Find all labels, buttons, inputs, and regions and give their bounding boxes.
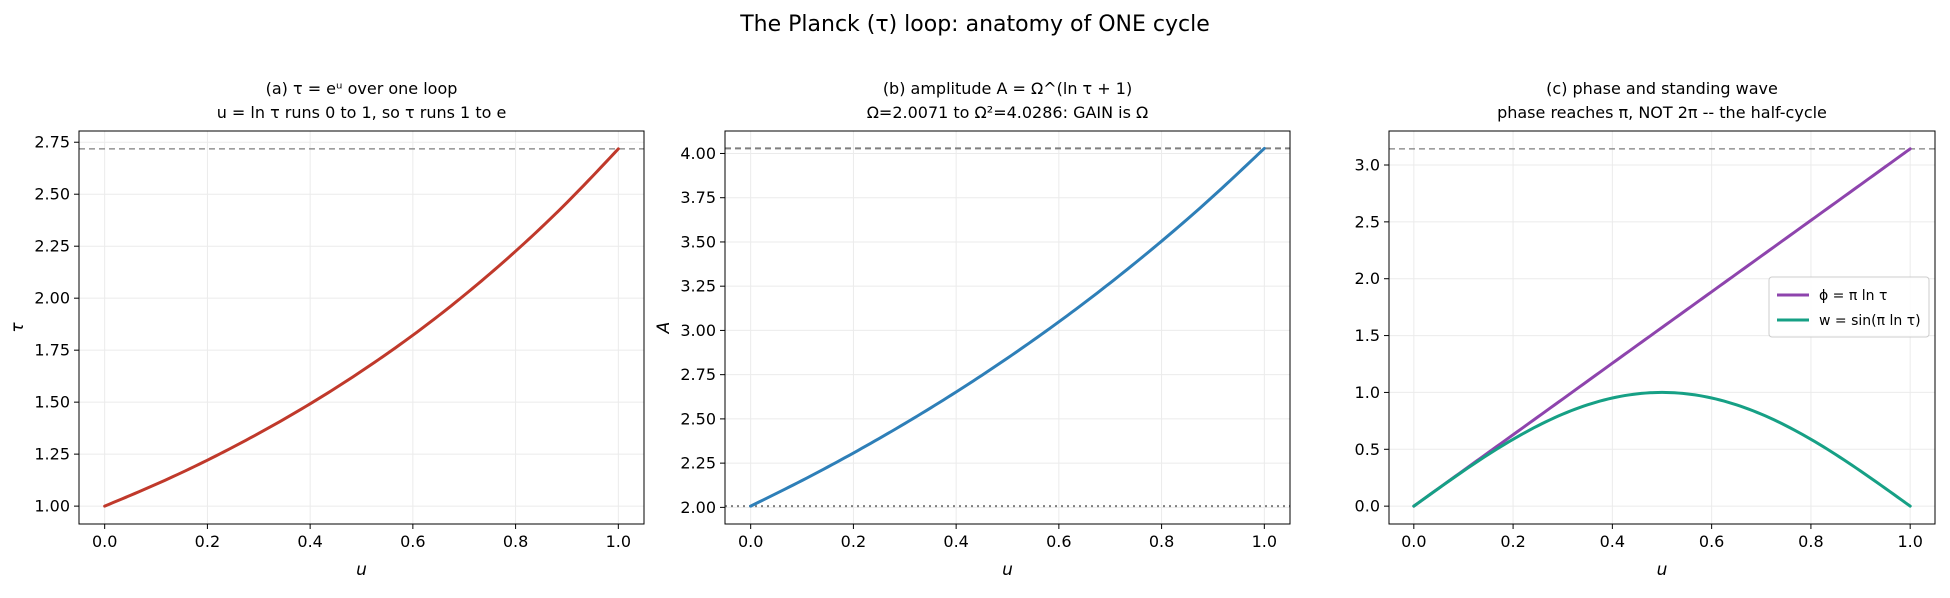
panel-c-y-tick-label: 1.0: [1355, 383, 1380, 402]
panel-a-grid: [79, 131, 644, 524]
panel-a-frame: [78, 130, 645, 525]
panel-c-y-tick-label: 0.0: [1355, 497, 1380, 516]
legend-label-w: w = sin(π ln τ): [1819, 313, 1921, 329]
panel-a-y-tick-label: 2.00: [34, 289, 70, 308]
panel-a-y-tick-label: 1.25: [34, 445, 70, 464]
panel-b-reference-lines: [725, 147, 1290, 508]
panel-c-x-axis-label: u: [1657, 560, 1668, 580]
panel-b-grid: [725, 131, 1290, 524]
panel-b-y-tick-label: 2.50: [680, 409, 716, 428]
panel-b-y-tick-label: 3.75: [680, 188, 716, 207]
panel-c-x-tick-label: 0.2: [1500, 532, 1525, 551]
panel-c-title-line2: phase reaches π, NOT 2π -- the half-cycl…: [1497, 103, 1827, 122]
panel-a-y-tick-label: 1.75: [34, 341, 70, 360]
panel-c-y-tick-label: 3.0: [1355, 156, 1380, 175]
panel-a-tau-curve: [103, 147, 620, 508]
panel-a-x-tick-label: 0.4: [297, 532, 322, 551]
panel-c-legend: ϕ = π ln τ w = sin(π ln τ): [1768, 276, 1930, 338]
panel-a-y-axis-label: τ: [8, 322, 28, 333]
panel-b-y-tick-label: 3.25: [680, 277, 716, 296]
panel-a-x-tick-label: 1.0: [606, 532, 631, 551]
panel-b-title-line1: (b) amplitude A = Ω^(ln τ + 1): [883, 79, 1132, 98]
panel-c-x-tick-label: 0.0: [1401, 532, 1426, 551]
panel-a-x-tick-label: 0.6: [400, 532, 425, 551]
panel-c-wave-curve: [1412, 390, 1912, 508]
panel-b-x-tick-label: 0.2: [841, 532, 866, 551]
panel-a-x-tick-label: 0.2: [195, 532, 220, 551]
panel-b-title-line2: Ω=2.0071 to Ω²=4.0286: GAIN is Ω: [867, 103, 1149, 122]
panel-c-frame: [1388, 130, 1936, 525]
panel-b-amplitude-curve: [749, 146, 1266, 508]
panel-b-x-tick-label: 0.6: [1046, 532, 1071, 551]
panel-a-x-tick-label: 0.8: [503, 532, 528, 551]
panel-c-phase-line: [1412, 147, 1912, 508]
panel-a: 0.0 0.2 0.4 0.6 0.8 1.0 1.00 1.25 1.50 1.75 2.00 2.…: [8, 79, 645, 580]
panel-a-y-tick-label: 1.50: [34, 393, 70, 412]
panel-a-series: [103, 147, 620, 508]
panel-c-x-tick-label: 1.0: [1897, 532, 1922, 551]
panel-b-y-tick-label: 2.00: [680, 498, 716, 517]
panel-b-y-tick-label: 2.75: [680, 365, 716, 384]
panel-a-y-tick-label: 2.25: [34, 237, 70, 256]
panel-a-x-tick-label: 0.0: [92, 532, 117, 551]
panel-c-ticks: 0.0 0.2 0.4 0.6 0.8 1.0 0.0 0.5 1.0 1.5 2.0 2.5 3.0: [1355, 156, 1923, 552]
figure-suptitle: The Planck (τ) loop: anatomy of ONE cycl…: [739, 12, 1210, 37]
panel-c-title-line1: (c) phase and standing wave: [1546, 79, 1778, 98]
panel-a-y-tick-label: 2.50: [34, 185, 70, 204]
panel-b-x-tick-label: 0.4: [943, 532, 968, 551]
panel-b-y-tick-label: 4.00: [680, 144, 716, 163]
panel-b-series: [749, 146, 1266, 508]
panel-b-x-tick-label: 0.0: [738, 532, 763, 551]
panel-c-x-tick-label: 0.4: [1600, 532, 1625, 551]
panel-c-x-tick-label: 0.6: [1699, 532, 1724, 551]
panel-c-x-tick-label: 0.8: [1798, 532, 1823, 551]
legend-box: [1768, 276, 1930, 338]
panel-b-y-tick-label: 2.25: [680, 454, 716, 473]
panel-c-y-tick-label: 1.5: [1355, 326, 1380, 345]
panel-b-y-tick-label: 3.00: [680, 321, 716, 340]
panel-b-frame: [724, 130, 1291, 525]
panel-a-title-line1: (a) τ = eᵘ over one loop: [266, 79, 458, 98]
panel-b-ticks: 0.0 0.2 0.4 0.6 0.8 1.0 2.00 2.25 2.50 2.75 3.00 3.…: [680, 144, 1277, 551]
panel-b-y-tick-label: 3.50: [680, 232, 716, 251]
panel-a-x-axis-label: u: [356, 560, 367, 580]
panel-a-title-line2: u = ln τ runs 0 to 1, so τ runs 1 to e: [217, 103, 507, 122]
panel-b-x-tick-label: 0.8: [1149, 532, 1174, 551]
panel-c-y-tick-label: 2.0: [1355, 269, 1380, 288]
panel-c-y-tick-label: 2.5: [1355, 212, 1380, 231]
panel-b: 0.0 0.2 0.4 0.6 0.8 1.0 2.00 2.25 2.50 2.75 3.00 3.…: [654, 79, 1291, 580]
panel-a-y-tick-label: 2.75: [34, 133, 70, 152]
panel-b-y-axis-label: A: [654, 322, 674, 335]
panel-b-x-tick-label: 1.0: [1252, 532, 1277, 551]
panel-a-ticks: 0.0 0.2 0.4 0.6 0.8 1.0 1.00 1.25 1.50 1.75 2.00 2.…: [34, 133, 631, 551]
panel-a-y-tick-label: 1.00: [34, 497, 70, 516]
legend-label-phi: ϕ = π ln τ: [1819, 288, 1887, 304]
panel-c-y-tick-label: 0.5: [1355, 440, 1380, 459]
panel-c: 0.0 0.2 0.4 0.6 0.8 1.00.00.51.01.52.02.53.0 …: [1355, 79, 1936, 580]
panel-b-x-axis-label: u: [1002, 560, 1013, 580]
panel-c-series: [1412, 147, 1912, 508]
